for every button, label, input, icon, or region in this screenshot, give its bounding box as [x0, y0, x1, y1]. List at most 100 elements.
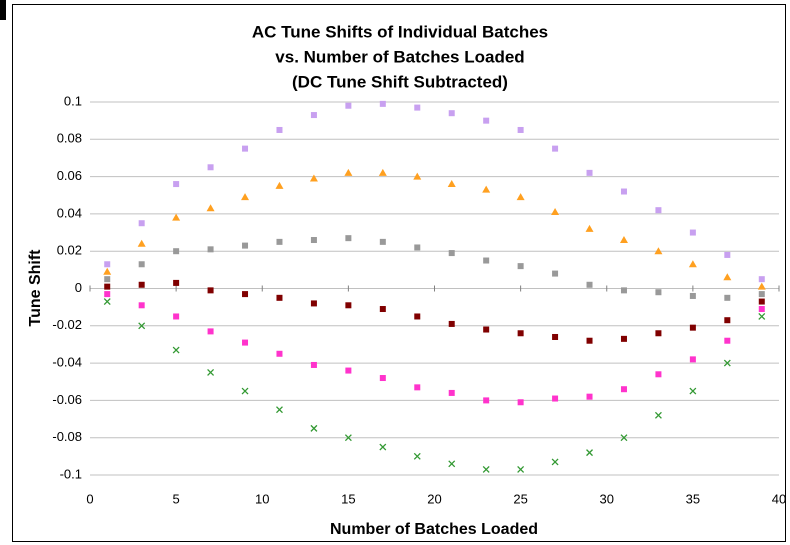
marker — [207, 164, 214, 171]
marker — [275, 181, 284, 189]
marker — [586, 393, 593, 400]
marker — [483, 117, 490, 124]
marker — [516, 193, 525, 201]
marker — [310, 300, 317, 307]
x-tick-label: 5 — [173, 491, 180, 506]
marker — [344, 168, 353, 176]
marker — [344, 434, 352, 442]
marker — [620, 386, 627, 393]
x-tick-label: 10 — [255, 491, 269, 506]
marker — [655, 289, 662, 296]
marker — [242, 242, 249, 249]
marker — [448, 460, 456, 468]
x-tick-label: 35 — [686, 491, 700, 506]
marker — [758, 306, 765, 313]
marker — [655, 207, 662, 214]
marker — [104, 261, 111, 268]
x-tick-label: 40 — [772, 491, 786, 506]
marker — [688, 260, 697, 268]
marker — [448, 389, 455, 396]
marker — [413, 172, 422, 180]
marker — [552, 333, 559, 340]
x-tick-label: 15 — [341, 491, 355, 506]
marker — [619, 236, 628, 244]
marker — [172, 213, 181, 221]
marker — [586, 449, 593, 457]
marker — [309, 174, 318, 182]
marker — [758, 276, 765, 283]
marker — [207, 328, 214, 335]
marker — [585, 224, 594, 232]
marker — [447, 180, 456, 188]
y-tick-label: -0.08 — [52, 429, 82, 444]
y-tick-label: 0.04 — [57, 205, 82, 220]
marker — [138, 220, 145, 227]
marker — [379, 306, 386, 313]
marker — [689, 324, 696, 331]
marker — [173, 248, 180, 255]
marker — [620, 335, 627, 342]
marker — [414, 313, 421, 320]
y-tick-label: -0.04 — [52, 355, 82, 370]
marker — [482, 465, 490, 473]
x-tick-label: 25 — [513, 491, 527, 506]
marker — [138, 281, 145, 288]
y-tick-label: 0.02 — [57, 243, 82, 258]
y-tick-label: -0.02 — [52, 317, 82, 332]
marker — [241, 387, 249, 395]
marker — [104, 291, 111, 298]
marker — [551, 208, 560, 216]
marker — [276, 294, 283, 301]
marker — [517, 399, 524, 406]
marker — [586, 281, 593, 288]
marker — [173, 279, 180, 286]
y-tick-label: 0.08 — [57, 131, 82, 146]
marker — [724, 294, 731, 301]
y-tick-label: 0.1 — [64, 93, 82, 108]
marker — [723, 273, 732, 281]
marker — [104, 276, 111, 283]
marker — [517, 263, 524, 270]
marker — [138, 261, 145, 268]
marker — [137, 239, 146, 247]
marker — [276, 406, 283, 414]
marker — [241, 193, 250, 201]
y-tick-label: -0.06 — [52, 392, 82, 407]
marker — [276, 350, 283, 357]
marker — [620, 287, 627, 294]
marker — [517, 330, 524, 337]
marker — [723, 359, 731, 367]
marker — [378, 168, 387, 176]
marker — [758, 291, 765, 298]
marker — [172, 346, 180, 354]
marker — [448, 320, 455, 327]
marker — [689, 356, 696, 363]
chart-title: AC Tune Shifts of Individual Batches — [252, 22, 548, 41]
marker — [310, 361, 317, 368]
marker — [724, 337, 731, 344]
marker — [242, 291, 249, 298]
marker — [655, 330, 662, 337]
marker — [517, 126, 524, 133]
marker — [758, 298, 765, 305]
chart-title: (DC Tune Shift Subtracted) — [292, 72, 508, 91]
marker — [207, 368, 215, 376]
marker — [724, 317, 731, 324]
y-tick-label: 0.06 — [57, 168, 82, 183]
marker — [104, 283, 111, 290]
marker — [654, 247, 663, 255]
marker — [345, 235, 352, 242]
y-tick-label: 0 — [75, 280, 82, 295]
marker — [586, 337, 593, 344]
marker — [413, 452, 421, 460]
marker — [414, 104, 421, 111]
slide-artifact — [0, 0, 6, 20]
marker — [103, 267, 112, 275]
marker — [138, 302, 145, 309]
marker — [654, 411, 662, 419]
marker — [276, 238, 283, 245]
marker — [689, 292, 696, 299]
marker — [173, 313, 180, 320]
marker — [310, 237, 317, 244]
